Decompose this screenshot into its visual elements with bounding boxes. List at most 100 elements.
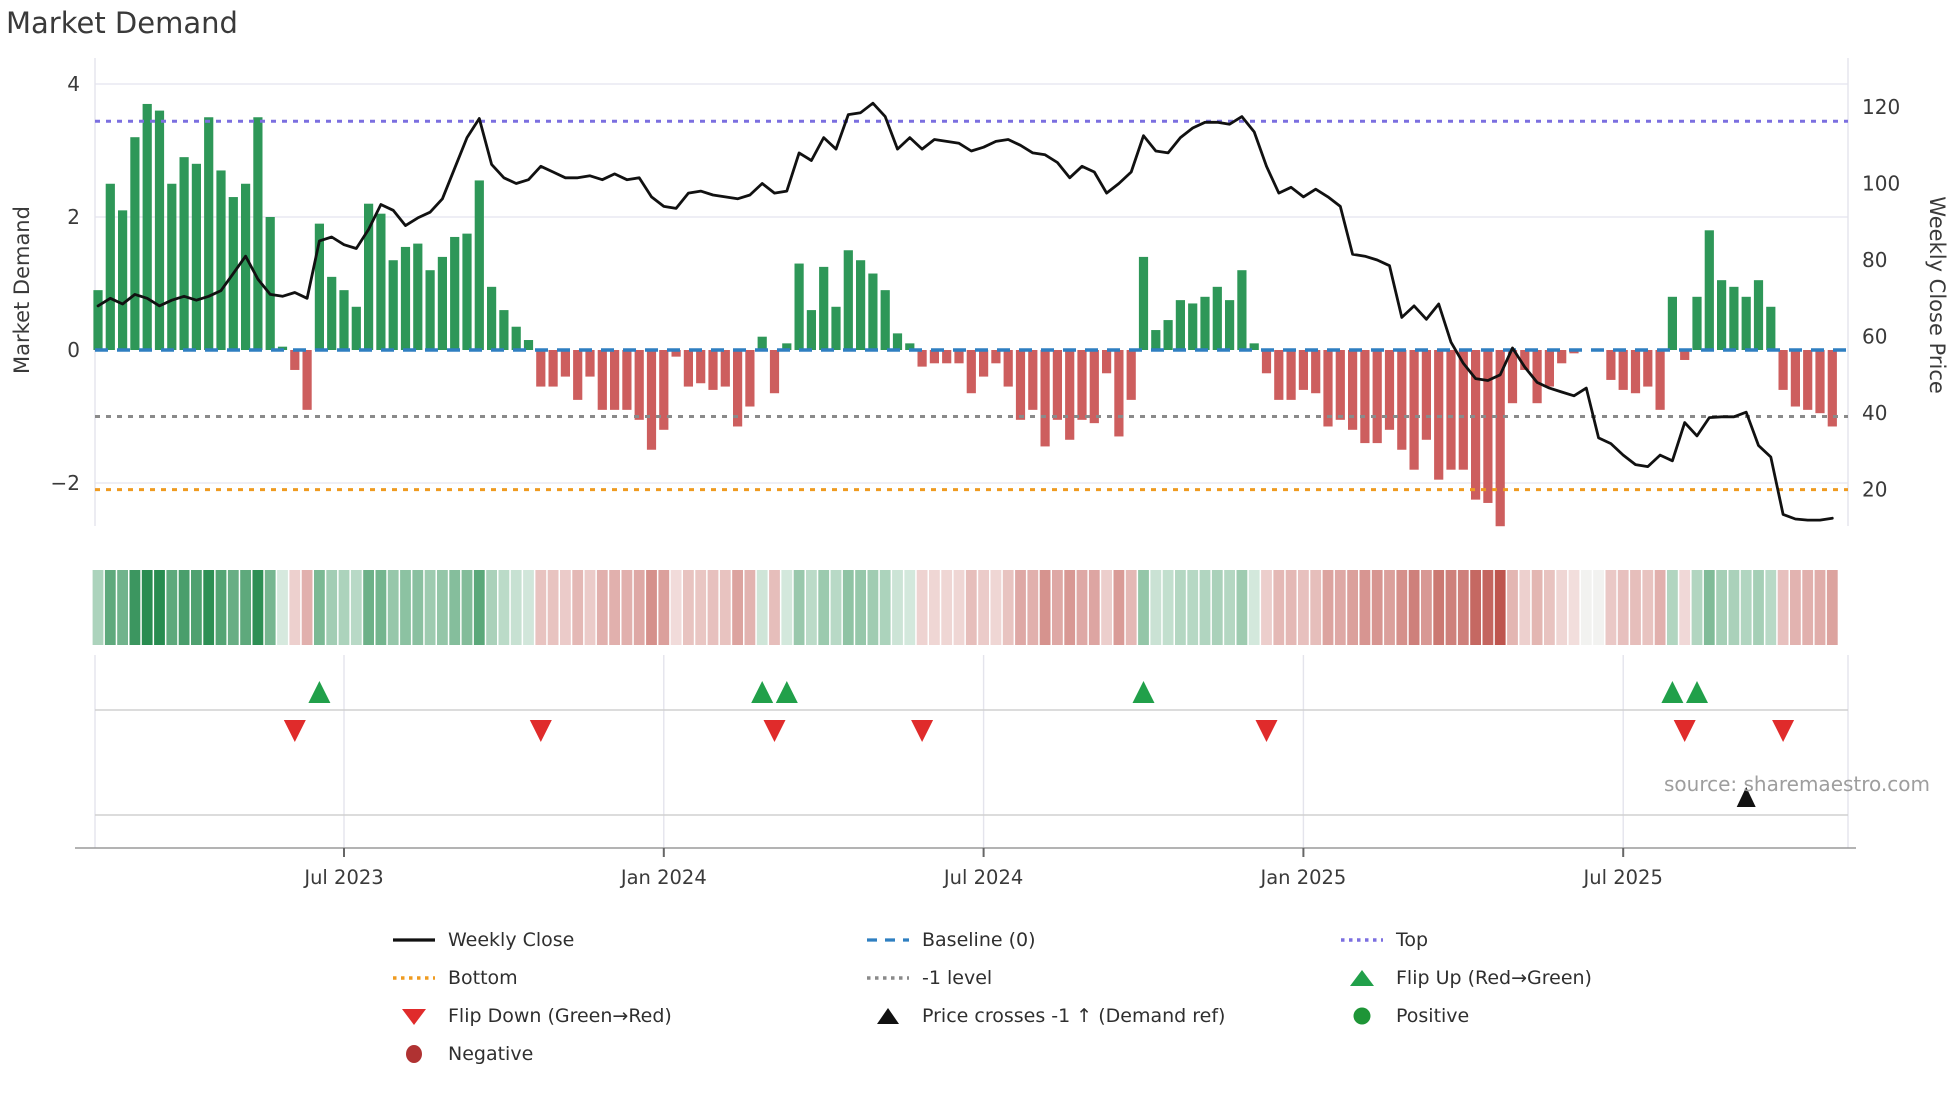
demand-bar	[1753, 280, 1764, 350]
heatmap-cell	[892, 570, 903, 645]
demand-bar	[892, 333, 903, 350]
legend-label: Bottom	[448, 967, 518, 989]
demand-bar	[634, 350, 644, 420]
demand-bar	[1311, 350, 1321, 394]
demand-bar	[1778, 350, 1788, 390]
demand-bar	[1680, 350, 1690, 360]
heatmap-cell	[191, 570, 202, 645]
heatmap-cell	[1076, 570, 1088, 645]
heatmap-cell	[1507, 570, 1518, 645]
demand-bar	[548, 350, 558, 387]
demand-bar	[1384, 350, 1395, 430]
heatmap-cell	[1138, 570, 1149, 645]
heatmap-cell	[510, 570, 522, 645]
heatmap-cell	[1826, 570, 1838, 645]
demand-bar	[929, 350, 939, 364]
heatmap-cell	[1445, 570, 1457, 645]
left-axis-tick-label: −2	[51, 471, 80, 495]
heatmap-cell	[1052, 570, 1063, 645]
x-axis-tick-label: Jul 2025	[1582, 866, 1663, 889]
demand-bar	[622, 350, 632, 410]
demand-bar	[154, 110, 165, 350]
demand-bar	[1483, 350, 1493, 503]
minus1-dotted-line-icon	[867, 976, 909, 980]
demand-bar	[1618, 350, 1628, 390]
demand-bar	[1717, 280, 1727, 350]
demand-bar	[1606, 350, 1616, 380]
demand-bar	[130, 137, 140, 350]
demand-bar	[450, 236, 460, 350]
demand-bar	[499, 310, 509, 350]
demand-bar	[425, 270, 435, 350]
weekly-close-line	[96, 101, 1834, 522]
heatmap-cell	[855, 570, 866, 645]
demand-bar	[1643, 350, 1653, 387]
heatmap-cell	[953, 570, 965, 645]
heatmap-cell	[92, 570, 104, 645]
heatmap-cell	[1224, 570, 1235, 645]
legend-label: Weekly Close	[448, 929, 575, 951]
heatmap-cell	[1433, 570, 1445, 645]
heatmap-cell	[301, 570, 313, 645]
weekly-close-path	[96, 101, 1834, 522]
demand-bar	[659, 350, 669, 430]
demand-bar	[179, 157, 189, 350]
heatmap-cell	[1679, 570, 1691, 645]
heatmap-cell	[990, 570, 1002, 645]
demand-bar	[1077, 350, 1087, 420]
demand-bar	[204, 117, 214, 350]
demand-bar	[1790, 350, 1800, 407]
demand-bar	[1348, 350, 1358, 430]
demand-bar	[1052, 350, 1062, 420]
heatmap-cell	[437, 570, 448, 645]
heatmap-cell	[1310, 570, 1322, 645]
demand-bar	[745, 350, 755, 407]
heatmap-cell	[965, 570, 977, 645]
right-axis-tick-label: 20	[1862, 478, 1887, 502]
heatmap-cell	[203, 570, 215, 645]
heatmap-cell	[1298, 570, 1309, 645]
heatmap-cell	[178, 570, 190, 645]
heatmap-cell	[350, 570, 362, 645]
demand-bar	[880, 290, 890, 350]
heatmap-cell	[756, 570, 768, 645]
demand-bar	[794, 263, 804, 350]
heatmap-cell	[1728, 570, 1740, 645]
flip-up-marker	[751, 681, 774, 703]
legend-label: Flip Down (Green→Red)	[448, 1005, 672, 1027]
heatmap-cell	[227, 570, 239, 645]
demand-bar	[1237, 270, 1247, 350]
demand-bar	[142, 103, 152, 350]
demand-bar	[302, 350, 312, 410]
heatmap-cell	[1593, 570, 1604, 645]
demand-bar	[167, 183, 177, 350]
heatmap-cell	[842, 570, 854, 645]
heatmap-cell	[879, 570, 891, 645]
heatmap-cell	[1421, 570, 1432, 645]
x-axis-tick-label: Jan 2024	[619, 866, 707, 889]
flip-up-marker	[1686, 681, 1708, 703]
demand-bar	[966, 350, 976, 394]
positive-dot-icon	[1353, 1007, 1371, 1025]
demand-bar	[1335, 350, 1345, 420]
legend-label: Flip Up (Red→Green)	[1396, 967, 1592, 989]
demand-bar	[868, 273, 878, 350]
demand-bar	[191, 163, 201, 350]
heatmap-cell	[941, 570, 953, 645]
heatmap-cell	[1359, 570, 1371, 645]
demand-bar	[1249, 343, 1259, 350]
demand-bar	[487, 286, 497, 350]
heatmap-cell	[1703, 570, 1715, 645]
demand-bar	[1446, 350, 1456, 470]
demand-bar	[474, 180, 484, 350]
demand-bar	[831, 306, 841, 350]
heatmap-cell	[1101, 570, 1112, 645]
demand-bar	[216, 170, 226, 350]
heatmap-cell	[978, 570, 989, 645]
demand-bar	[388, 260, 398, 350]
heatmap-cell	[326, 570, 338, 645]
flip-up-marker	[308, 681, 331, 703]
demand-bar	[1471, 350, 1481, 500]
reference-lines	[95, 119, 1848, 492]
